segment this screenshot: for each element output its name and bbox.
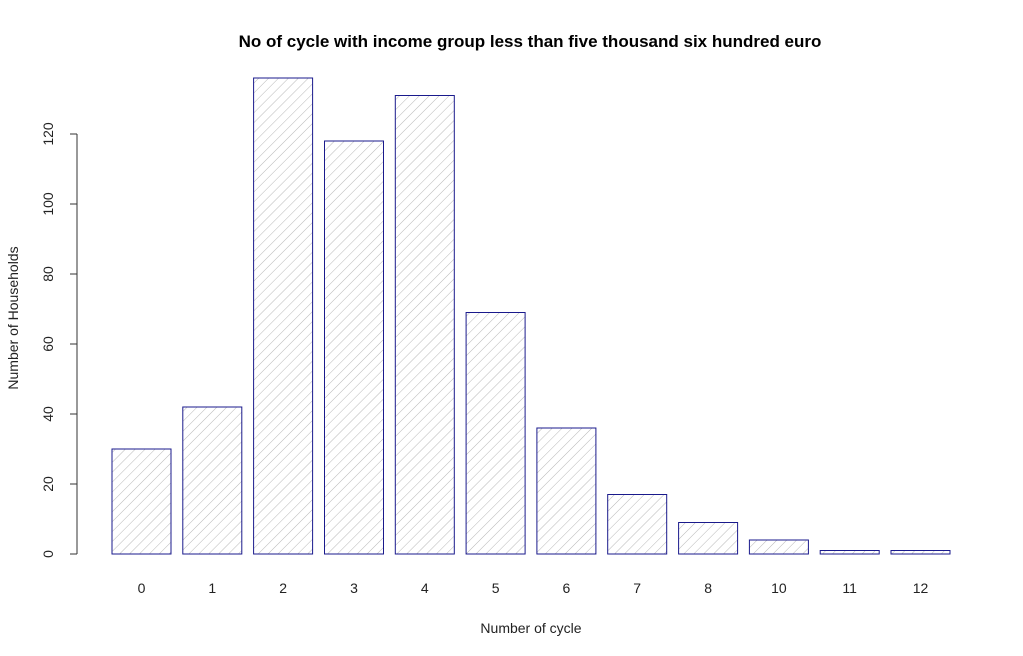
bar-11 [819,550,880,555]
x-tick-label: 0 [138,580,146,596]
x-tick-labels: 0 1 2 3 4 5 6 7 8 10 11 12 [138,580,929,596]
bar-2 [253,77,314,555]
x-tick-label: 10 [771,580,787,596]
y-axis: 0 20 40 60 80 100 120 [40,122,78,558]
x-tick-label: 3 [350,580,358,596]
bar-5 [465,312,526,555]
y-tick-label: 80 [40,266,56,282]
chart-title: No of cycle with income group less than … [239,32,822,51]
x-tick-label: 12 [913,580,929,596]
x-tick-label: 1 [208,580,216,596]
x-tick-label: 8 [704,580,712,596]
x-tick-label: 6 [563,580,571,596]
y-tick-label: 60 [40,336,56,352]
bar-12 [890,550,951,555]
bar-1 [182,406,243,555]
y-tick-label: 120 [40,122,56,146]
y-tick-label: 100 [40,192,56,216]
y-tick-label: 0 [40,550,56,558]
y-axis-label: Number of Households [5,246,21,389]
bar-7 [607,494,668,555]
x-tick-label: 7 [633,580,641,596]
bars-group [111,77,951,555]
bar-4 [394,95,455,555]
x-tick-label: 4 [421,580,429,596]
bar-0 [111,448,172,555]
bar-3 [324,140,384,555]
bar-10 [748,539,809,555]
y-tick-label: 40 [40,406,56,422]
x-axis-label: Number of cycle [480,620,581,636]
y-tick-label: 20 [40,476,56,492]
x-tick-label: 2 [279,580,287,596]
bar-6 [536,427,597,555]
bar-8 [678,522,739,555]
x-tick-label: 11 [842,580,857,596]
x-tick-label: 5 [492,580,500,596]
